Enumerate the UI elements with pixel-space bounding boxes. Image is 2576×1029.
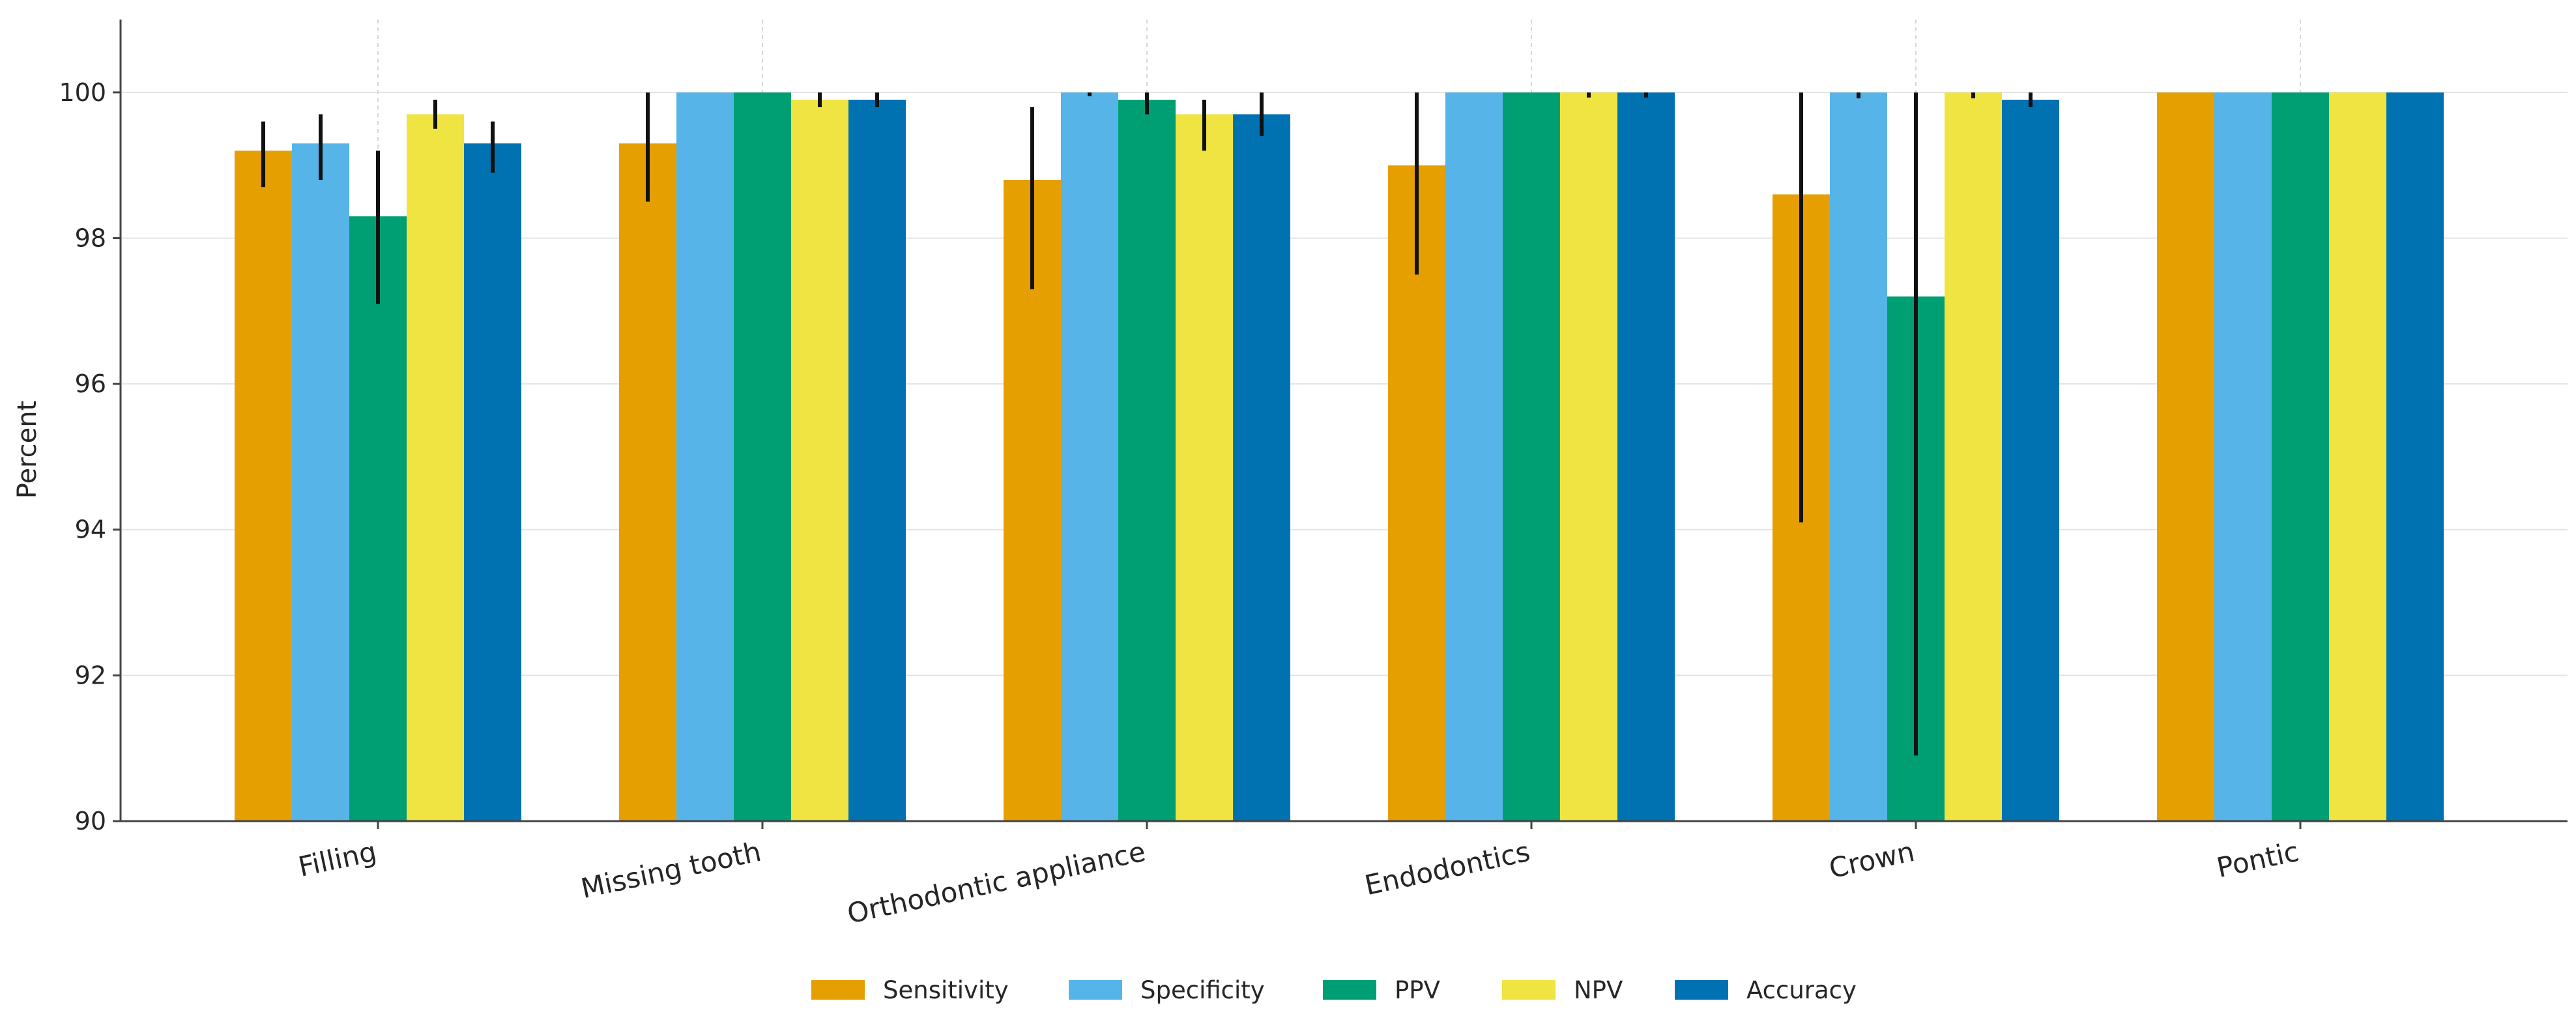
x-tick-label: Crown — [1826, 835, 1917, 884]
legend-label: Accuracy — [1746, 976, 1857, 1004]
bar-specificity-1 — [676, 92, 734, 822]
legend-item-accuracy: Accuracy — [1675, 976, 1857, 1004]
bar-ppv-0 — [349, 216, 407, 822]
legend-item-sensitivity: Sensitivity — [811, 976, 1009, 1004]
bar-accuracy-1 — [848, 100, 906, 821]
bar-specificity-3 — [1445, 92, 1503, 822]
x-tick-label: Missing tooth — [578, 835, 764, 905]
legend-label: Specificity — [1140, 976, 1265, 1004]
bar-npv-4 — [1945, 92, 2002, 822]
legend-label: NPV — [1574, 976, 1623, 1004]
legend-swatch — [1675, 980, 1728, 1000]
legend: Sensitivity Specificity PPV NPV Accuracy — [811, 976, 1857, 1004]
bar-npv-2 — [1176, 114, 1233, 821]
bar-ppv-3 — [1503, 92, 1560, 822]
bar-accuracy-0 — [464, 143, 521, 821]
bar-sensitivity-1 — [619, 143, 676, 821]
y-tick-label: 96 — [75, 370, 106, 398]
bar-accuracy-3 — [1617, 92, 1675, 822]
axes-layer — [113, 20, 2568, 829]
y-tick-label: 92 — [75, 661, 106, 689]
bar-ppv-1 — [734, 92, 791, 822]
x-tick-label: Orthodontic appliance — [845, 835, 1148, 930]
bar-sensitivity-5 — [2157, 92, 2214, 822]
bar-specificity-5 — [2214, 92, 2272, 822]
bar-specificity-0 — [292, 143, 349, 821]
legend-item-npv: NPV — [1502, 976, 1623, 1004]
x-tick-label: Pontic — [2214, 835, 2302, 884]
legend-label: Sensitivity — [883, 976, 1009, 1004]
legend-swatch — [1502, 980, 1556, 1000]
bar-npv-5 — [2329, 92, 2386, 822]
bar-npv-3 — [1560, 92, 1617, 822]
bar-ppv-2 — [1118, 100, 1176, 821]
bars-layer — [235, 92, 2444, 822]
legend-item-ppv: PPV — [1323, 976, 1440, 1004]
bar-specificity-2 — [1061, 92, 1118, 822]
bar-accuracy-2 — [1233, 114, 1290, 821]
y-tick-label: 94 — [75, 515, 106, 544]
x-tick-label: Filling — [295, 835, 379, 883]
legend-item-specificity: Specificity — [1069, 976, 1265, 1004]
y-tick-label: 98 — [75, 224, 106, 252]
legend-label: PPV — [1395, 976, 1440, 1004]
x-tick-label: Endodontics — [1362, 835, 1533, 901]
bar-accuracy-4 — [2002, 100, 2059, 821]
bar-accuracy-5 — [2386, 92, 2444, 822]
bar-ppv-5 — [2272, 92, 2329, 822]
error-bars-layer — [261, 92, 2033, 756]
y-tick-label: 100 — [59, 78, 106, 107]
bar-specificity-4 — [1830, 92, 1887, 822]
legend-swatch — [1069, 980, 1122, 1000]
bar-npv-0 — [407, 114, 464, 821]
bar-sensitivity-0 — [235, 151, 292, 822]
y-tick-label: 90 — [75, 807, 106, 835]
bar-npv-1 — [791, 100, 848, 821]
legend-swatch — [811, 980, 865, 1000]
y-axis-title: Percent — [12, 401, 42, 499]
legend-swatch — [1323, 980, 1376, 1000]
